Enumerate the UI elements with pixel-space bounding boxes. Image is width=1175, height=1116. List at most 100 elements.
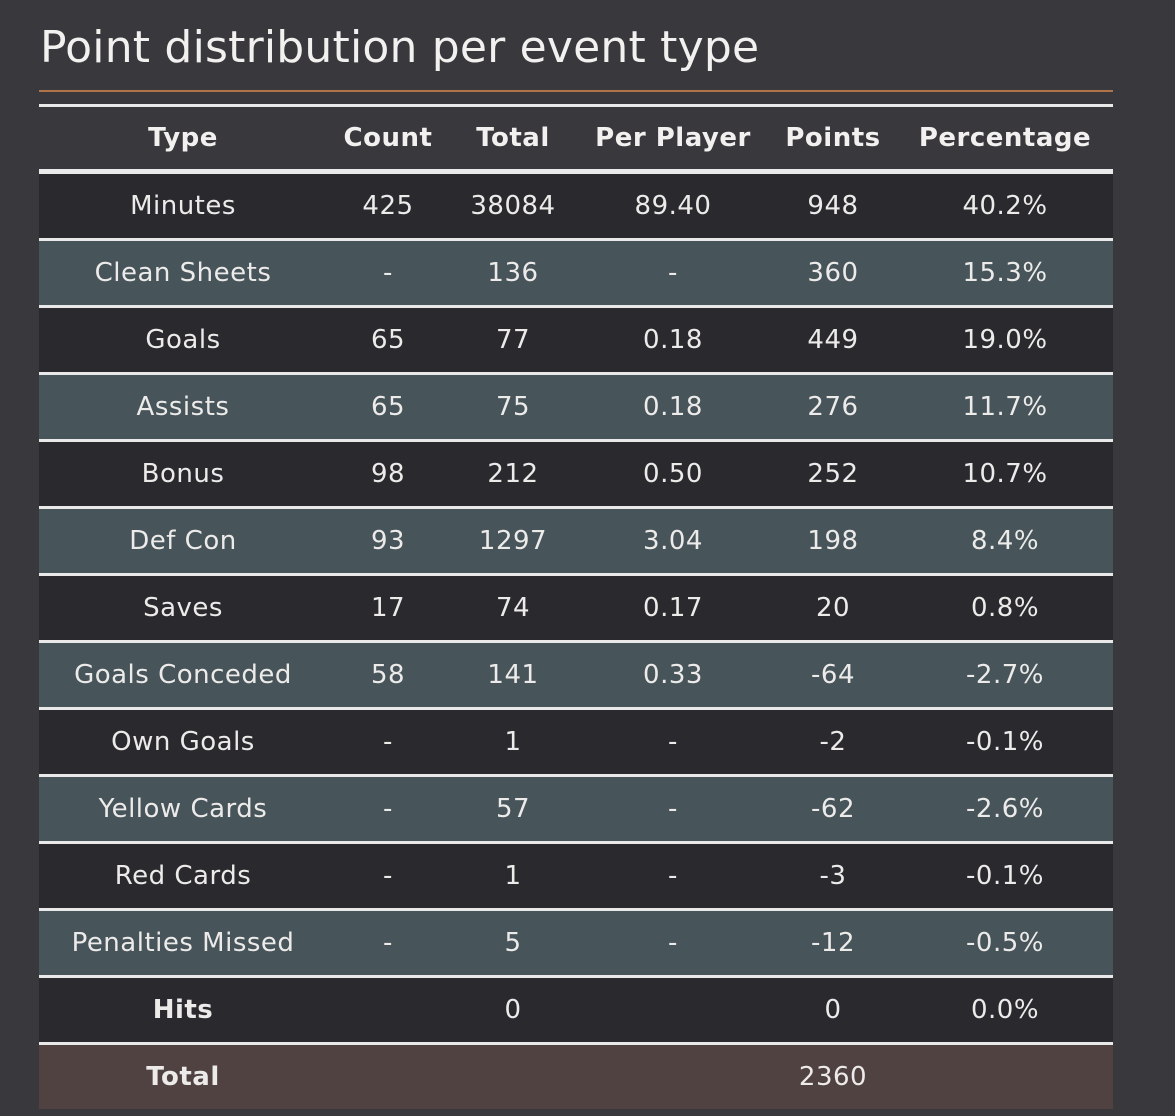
cell-points: -64 (769, 641, 897, 709)
cell-type: Total (39, 1043, 327, 1109)
cell-percentage: -0.1% (897, 708, 1113, 776)
cell-percentage: 40.2% (897, 171, 1113, 240)
page-title: Point distribution per event type (40, 22, 760, 73)
header-percentage: Percentage (897, 105, 1113, 172)
cell-per-player: 0.50 (577, 440, 769, 508)
cell-points: 449 (769, 306, 897, 374)
cell-percentage: -0.1% (897, 842, 1113, 910)
cell-type: Goals (39, 306, 327, 374)
cell-percentage: 0.0% (897, 976, 1113, 1044)
cell-total: 141 (449, 641, 577, 709)
points-table: Type Count Total Per Player Points Perce… (39, 104, 1113, 1109)
header-count: Count (327, 105, 449, 172)
cell-points: 252 (769, 440, 897, 508)
header-type: Type (39, 105, 327, 172)
cell-per-player: - (577, 708, 769, 776)
table-row: Yellow Cards - 57 - -62 -2.6% (39, 775, 1113, 843)
cell-count: 65 (327, 373, 449, 441)
cell-percentage: 15.3% (897, 239, 1113, 307)
cell-count: - (327, 239, 449, 307)
cell-count: 98 (327, 440, 449, 508)
cell-type: Minutes (39, 171, 327, 240)
cell-count: 65 (327, 306, 449, 374)
cell-count: - (327, 775, 449, 843)
cell-total: 212 (449, 440, 577, 508)
table-row: Goals 65 77 0.18 449 19.0% (39, 306, 1113, 374)
table-row: Def Con 93 1297 3.04 198 8.4% (39, 507, 1113, 575)
cell-points: 276 (769, 373, 897, 441)
cell-total: 74 (449, 574, 577, 642)
cell-per-player: 0.33 (577, 641, 769, 709)
table-row: Minutes 425 38084 89.40 948 40.2% (39, 171, 1113, 240)
table-row: Saves 17 74 0.17 20 0.8% (39, 574, 1113, 642)
cell-type: Yellow Cards (39, 775, 327, 843)
cell-points: -3 (769, 842, 897, 910)
cell-count (327, 976, 449, 1044)
table-header-row: Type Count Total Per Player Points Perce… (39, 105, 1113, 172)
cell-percentage: 0.8% (897, 574, 1113, 642)
cell-percentage: -2.6% (897, 775, 1113, 843)
table-row: Goals Conceded 58 141 0.33 -64 -2.7% (39, 641, 1113, 709)
cell-percentage: 10.7% (897, 440, 1113, 508)
cell-points: 198 (769, 507, 897, 575)
header-total: Total (449, 105, 577, 172)
cell-points: 360 (769, 239, 897, 307)
cell-total: 1 (449, 708, 577, 776)
cell-total: 77 (449, 306, 577, 374)
cell-points: -2 (769, 708, 897, 776)
cell-per-player: - (577, 909, 769, 977)
cell-points: 2360 (769, 1043, 897, 1109)
header-per-player: Per Player (577, 105, 769, 172)
cell-total: 57 (449, 775, 577, 843)
cell-total: 38084 (449, 171, 577, 240)
cell-total: 0 (449, 976, 577, 1044)
cell-points: -62 (769, 775, 897, 843)
cell-total: 1297 (449, 507, 577, 575)
cell-count (327, 1043, 449, 1109)
cell-count: 17 (327, 574, 449, 642)
table-row: Bonus 98 212 0.50 252 10.7% (39, 440, 1113, 508)
cell-count: - (327, 842, 449, 910)
points-table-container: Type Count Total Per Player Points Perce… (39, 104, 1113, 1109)
cell-percentage: 11.7% (897, 373, 1113, 441)
cell-points: 948 (769, 171, 897, 240)
cell-per-player: - (577, 842, 769, 910)
cell-count: 93 (327, 507, 449, 575)
table-row: Own Goals - 1 - -2 -0.1% (39, 708, 1113, 776)
cell-type: Own Goals (39, 708, 327, 776)
table-row-hits: Hits 0 0 0.0% (39, 976, 1113, 1044)
cell-points: 0 (769, 976, 897, 1044)
cell-type: Bonus (39, 440, 327, 508)
cell-type: Red Cards (39, 842, 327, 910)
cell-per-player: 89.40 (577, 171, 769, 240)
table-row: Red Cards - 1 - -3 -0.1% (39, 842, 1113, 910)
cell-per-player (577, 1043, 769, 1109)
cell-total: 5 (449, 909, 577, 977)
cell-per-player: 0.17 (577, 574, 769, 642)
cell-per-player (577, 976, 769, 1044)
cell-count: 58 (327, 641, 449, 709)
cell-count: - (327, 909, 449, 977)
table-row: Assists 65 75 0.18 276 11.7% (39, 373, 1113, 441)
table-row: Penalties Missed - 5 - -12 -0.5% (39, 909, 1113, 977)
cell-total: 1 (449, 842, 577, 910)
cell-percentage (897, 1043, 1113, 1109)
table-row: Clean Sheets - 136 - 360 15.3% (39, 239, 1113, 307)
cell-type: Hits (39, 976, 327, 1044)
header-points: Points (769, 105, 897, 172)
cell-type: Def Con (39, 507, 327, 575)
cell-points: -12 (769, 909, 897, 977)
cell-per-player: - (577, 775, 769, 843)
cell-total: 75 (449, 373, 577, 441)
title-divider (39, 90, 1113, 92)
cell-percentage: 8.4% (897, 507, 1113, 575)
cell-type: Assists (39, 373, 327, 441)
cell-type: Saves (39, 574, 327, 642)
table-row-total: Total 2360 (39, 1043, 1113, 1109)
cell-count: 425 (327, 171, 449, 240)
cell-per-player: 0.18 (577, 306, 769, 374)
cell-percentage: -0.5% (897, 909, 1113, 977)
cell-percentage: -2.7% (897, 641, 1113, 709)
cell-total: 136 (449, 239, 577, 307)
